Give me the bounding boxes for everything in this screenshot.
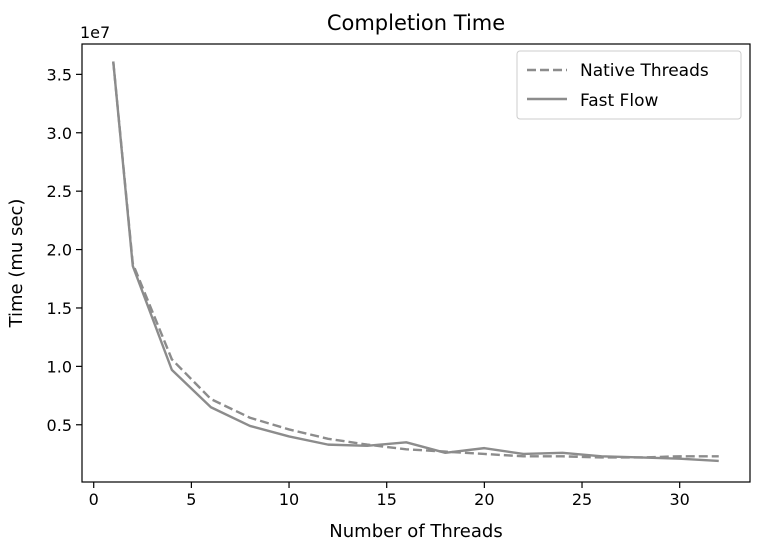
y-tick-label: 2.5 [47, 182, 72, 201]
y-axis-label: Time (mu sec) [6, 199, 27, 329]
y-tick-label: 1.0 [47, 357, 72, 376]
x-tick-label: 30 [670, 490, 690, 509]
x-tick-label: 10 [279, 490, 299, 509]
legend-box [516, 50, 742, 120]
y-axis-offset-label: 1e7 [80, 23, 110, 42]
y-tick-label: 2.0 [47, 241, 72, 260]
y-tick-label: 0.5 [47, 416, 72, 435]
legend: Native Threads Fast Flow [516, 50, 742, 120]
x-tick-label: 0 [89, 490, 99, 509]
y-axis: 0.5 1.0 1.5 2.0 2.5 3.0 3.5 [47, 65, 82, 435]
legend-label-fast-flow: Fast Flow [580, 91, 658, 111]
legend-label-native-threads: Native Threads [580, 61, 709, 81]
y-tick-label: 3.5 [47, 65, 72, 84]
x-axis-label: Number of Threads [329, 521, 502, 542]
series-line-fast-flow [112, 61, 719, 463]
series-layer [112, 61, 719, 463]
x-tick-label: 20 [474, 490, 494, 509]
x-tick-label: 15 [377, 490, 397, 509]
y-tick-label: 3.0 [47, 124, 72, 143]
x-tick-label: 25 [572, 490, 592, 509]
plot-area [81, 43, 751, 483]
x-axis: 0 5 10 15 20 25 30 [89, 482, 690, 509]
chart-title: Completion Time [327, 11, 505, 35]
y-tick-label: 1.5 [47, 299, 72, 318]
series-line-native-threads [112, 61, 719, 459]
x-tick-label: 5 [186, 490, 196, 509]
